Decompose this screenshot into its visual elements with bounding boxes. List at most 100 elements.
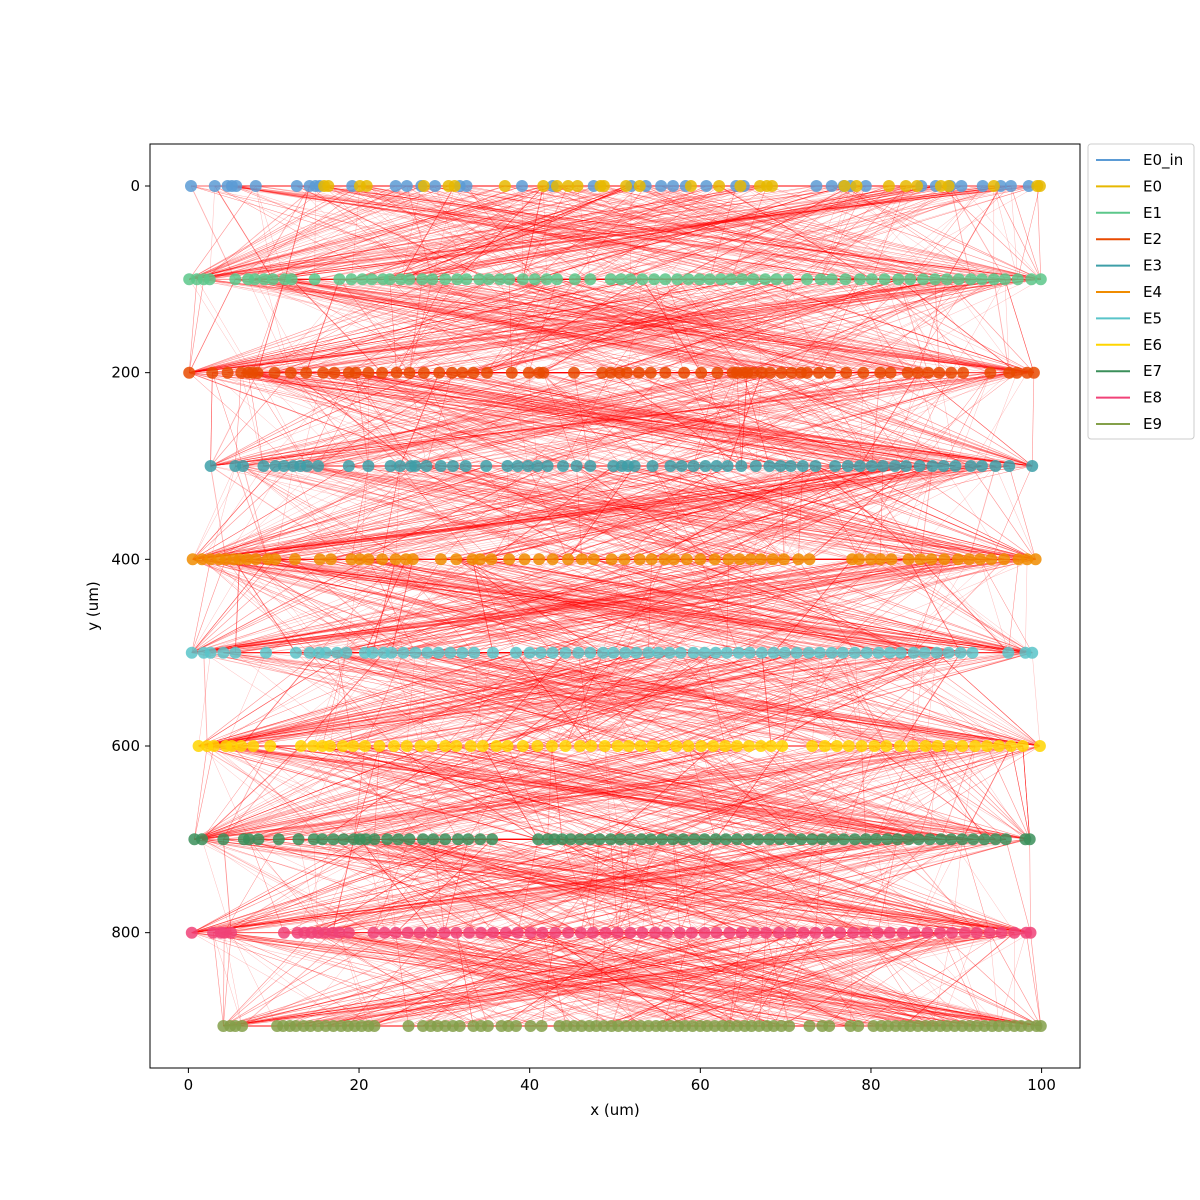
connection-line: [753, 278, 983, 374]
connection-line: [440, 465, 921, 560]
data-point-E7: [709, 833, 722, 846]
connection-line: [1031, 372, 1035, 467]
connection-line: [908, 559, 1033, 653]
data-point-E3: [501, 460, 514, 472]
data-point-E1: [345, 273, 358, 286]
connection-line: [339, 279, 738, 373]
connection-line: [880, 465, 884, 560]
connection-line: [395, 839, 888, 933]
connection-line: [214, 185, 274, 280]
data-point-E8: [883, 926, 896, 939]
connection-line: [223, 745, 302, 840]
connection-line: [524, 559, 785, 653]
connection-line: [705, 465, 785, 560]
connection-line: [720, 185, 1038, 280]
connection-line: [620, 185, 1001, 280]
data-point-E3: [384, 460, 397, 472]
connection-line: [342, 652, 541, 747]
connection-line: [311, 932, 810, 1027]
connection-line: [371, 279, 782, 373]
connection-line: [778, 932, 941, 1027]
connection-line: [664, 559, 867, 653]
data-point-E4: [362, 553, 375, 566]
connection-line: [1008, 465, 1036, 560]
connection-line: [253, 745, 367, 840]
connection-line: [761, 559, 992, 653]
connection-line: [720, 185, 949, 280]
connection-line: [224, 932, 999, 1027]
connection-line: [779, 839, 866, 933]
connection-line: [534, 279, 929, 373]
connection-line: [507, 372, 891, 467]
connection-line: [297, 932, 531, 1027]
connection-line: [492, 839, 1031, 933]
connection-line: [1029, 839, 1031, 933]
connection-line: [874, 745, 996, 840]
connection-line: [224, 839, 279, 933]
connection-line: [293, 465, 729, 560]
connection-line: [352, 185, 446, 280]
connection-line: [192, 465, 671, 560]
connection-line: [353, 745, 1030, 840]
connection-line: [818, 372, 1033, 467]
connection-line: [192, 465, 971, 560]
connection-line: [914, 932, 1000, 1027]
connection-line: [201, 465, 848, 560]
connection-line: [191, 839, 695, 933]
connection-line: [755, 372, 763, 467]
connection-line: [527, 372, 771, 467]
connection-line: [700, 465, 983, 560]
connection-line: [247, 559, 384, 653]
connection-line: [472, 559, 591, 653]
connection-line: [192, 465, 442, 560]
data-point-E8: [983, 926, 996, 939]
connection-line: [847, 465, 1036, 560]
connection-line: [409, 185, 674, 280]
data-point-E3: [853, 460, 866, 472]
data-point-E1: [747, 273, 760, 286]
connection-line: [704, 932, 730, 1027]
connection-line: [191, 559, 773, 653]
connection-line: [325, 652, 1040, 747]
connection-line: [329, 745, 642, 840]
connection-line: [1025, 932, 1042, 1027]
connection-line: [780, 465, 785, 560]
connection-line: [914, 839, 963, 933]
data-point-E8: [401, 926, 414, 939]
connection-line: [351, 185, 361, 280]
connection-line: [889, 932, 963, 1027]
connection-line: [194, 838, 755, 934]
connection-line: [194, 745, 581, 840]
connection-line: [537, 372, 685, 467]
connection-line: [565, 652, 1026, 747]
connection-line: [421, 185, 535, 280]
connection-line: [621, 465, 1036, 560]
connection-line: [231, 652, 867, 747]
data-point-E0: [713, 180, 726, 192]
connection-line: [242, 465, 687, 560]
connection-line: [389, 185, 544, 280]
x-axis-label: x (um): [590, 1101, 639, 1119]
connection-line: [482, 652, 566, 747]
data-point-E1: [473, 273, 486, 286]
data-point-E4: [313, 553, 326, 566]
connection-line: [196, 279, 639, 373]
connection-line: [315, 185, 1041, 280]
connection-line: [368, 932, 668, 1027]
connection-line: [201, 839, 232, 933]
connection-line: [295, 559, 492, 653]
connection-line: [247, 559, 384, 653]
data-point-E1: [725, 273, 737, 286]
connection-line: [704, 839, 965, 933]
connection-line: [423, 185, 1018, 280]
connection-line: [831, 185, 1041, 280]
data-point-E8: [438, 926, 451, 939]
connection-line: [603, 185, 947, 280]
connection-line: [231, 838, 695, 934]
connection-line: [191, 559, 981, 653]
connection-line: [398, 745, 538, 840]
connection-line: [189, 279, 500, 373]
connection-line: [480, 465, 770, 560]
connection-line: [248, 279, 864, 373]
